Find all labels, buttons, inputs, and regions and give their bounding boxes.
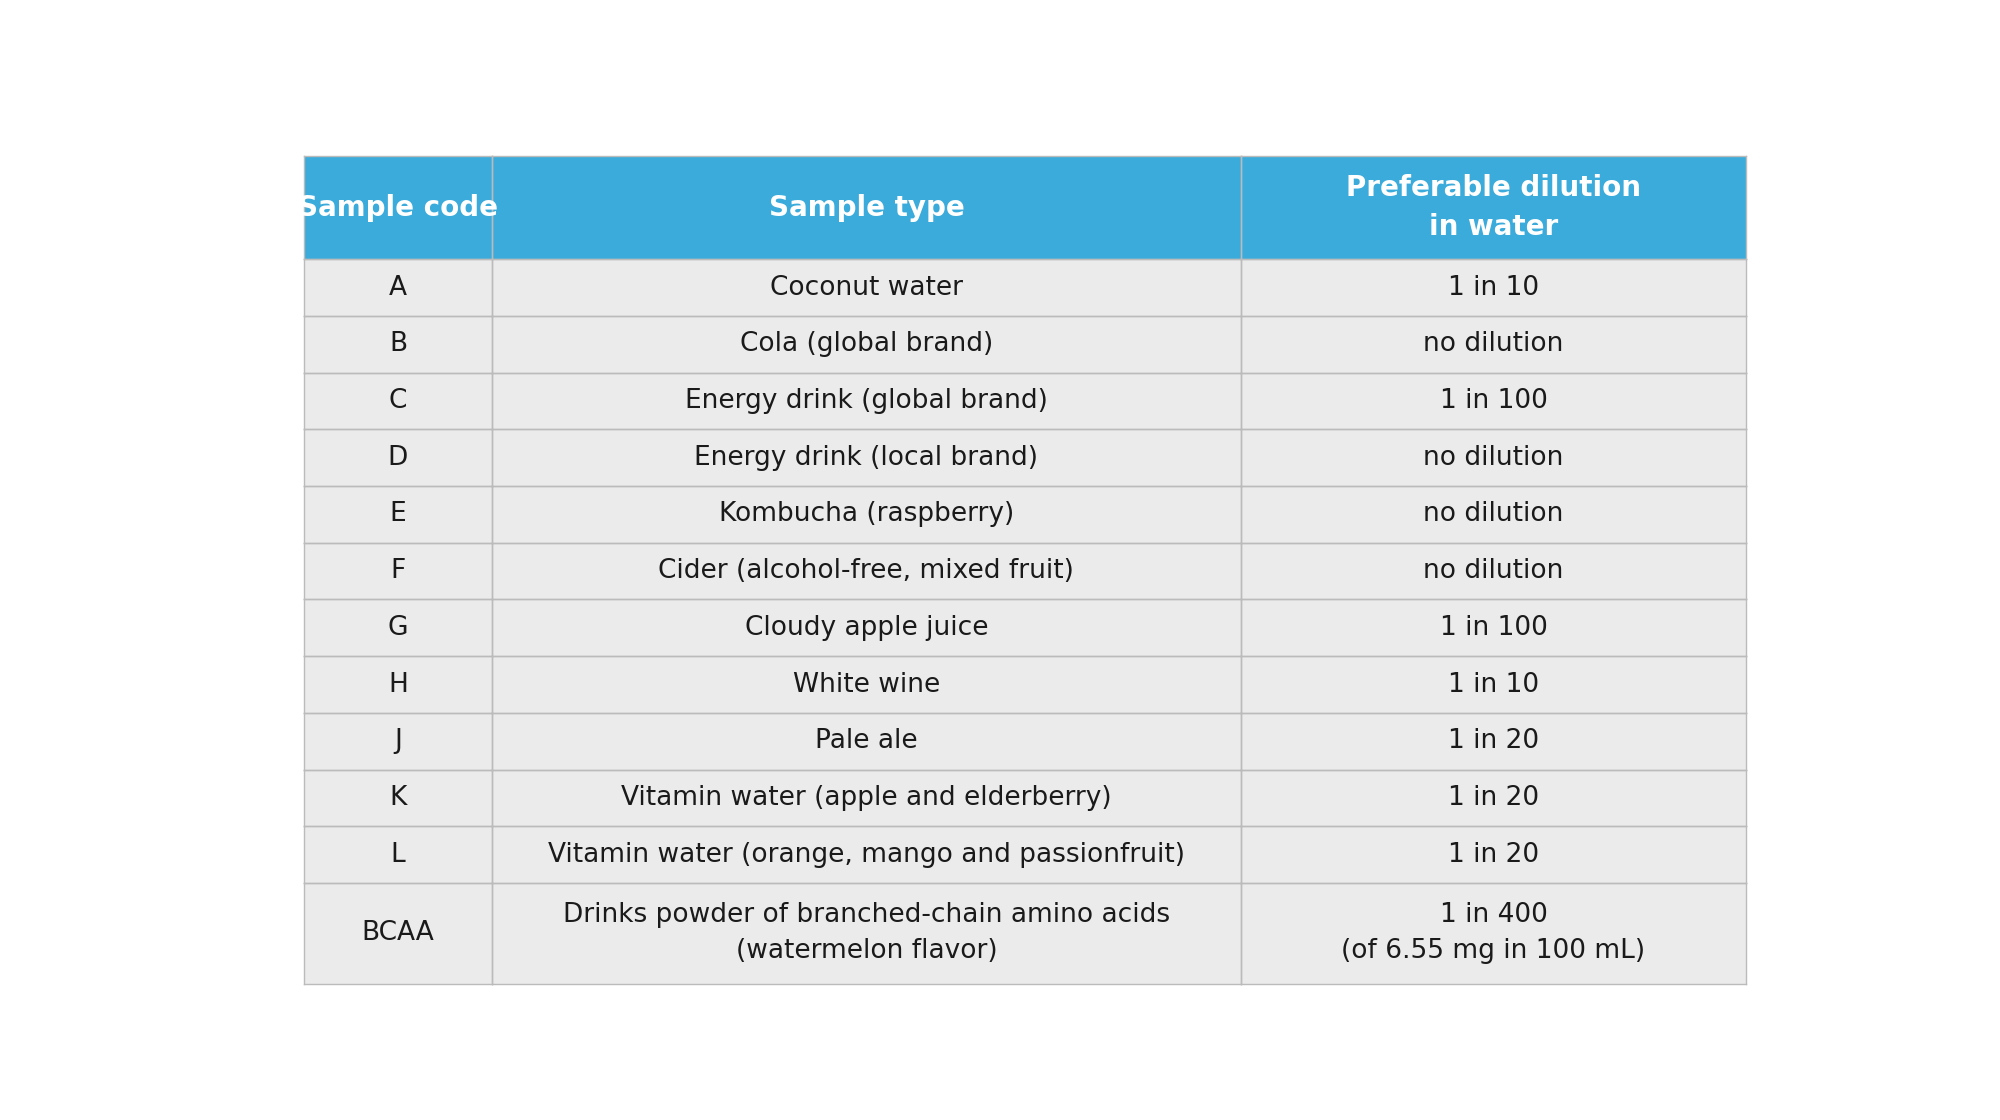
Text: A: A	[388, 274, 406, 301]
Text: 1 in 100: 1 in 100	[1440, 389, 1548, 414]
Text: Sample type: Sample type	[768, 194, 964, 222]
Bar	[1242, 316, 1746, 373]
Text: Vitamin water (apple and elderberry): Vitamin water (apple and elderberry)	[622, 785, 1112, 811]
Text: C: C	[388, 389, 408, 414]
Text: B: B	[388, 332, 408, 357]
Bar	[304, 712, 492, 769]
Bar	[492, 260, 1242, 316]
Text: Kombucha (raspberry): Kombucha (raspberry)	[718, 502, 1014, 528]
Text: K: K	[390, 785, 406, 811]
Text: L: L	[390, 841, 406, 868]
Text: Sample code: Sample code	[298, 194, 498, 222]
Bar	[304, 156, 492, 260]
Bar	[1242, 827, 1746, 883]
Text: 1 in 10: 1 in 10	[1448, 672, 1540, 698]
Bar	[492, 486, 1242, 543]
Text: Energy drink (global brand): Energy drink (global brand)	[684, 389, 1048, 414]
Text: no dilution: no dilution	[1424, 502, 1564, 528]
Text: Cider (alcohol-free, mixed fruit): Cider (alcohol-free, mixed fruit)	[658, 558, 1074, 585]
Bar	[304, 883, 492, 983]
Text: no dilution: no dilution	[1424, 332, 1564, 357]
Bar	[1242, 429, 1746, 486]
Bar	[492, 156, 1242, 260]
Bar	[492, 656, 1242, 712]
Bar	[492, 599, 1242, 656]
Bar	[492, 543, 1242, 599]
Text: 1 in 10: 1 in 10	[1448, 274, 1540, 301]
Bar	[304, 599, 492, 656]
Text: Drinks powder of branched-chain amino acids
(watermelon flavor): Drinks powder of branched-chain amino ac…	[562, 903, 1170, 964]
Bar	[1242, 543, 1746, 599]
Text: 1 in 20: 1 in 20	[1448, 841, 1540, 868]
Text: Vitamin water (orange, mango and passionfruit): Vitamin water (orange, mango and passion…	[548, 841, 1184, 868]
Bar	[304, 373, 492, 429]
Text: 1 in 20: 1 in 20	[1448, 785, 1540, 811]
Bar	[1242, 156, 1746, 260]
Bar	[1242, 486, 1746, 543]
Bar	[1242, 712, 1746, 769]
Bar	[304, 769, 492, 827]
Text: Cloudy apple juice: Cloudy apple juice	[744, 615, 988, 641]
Text: Preferable dilution
in water: Preferable dilution in water	[1346, 175, 1640, 241]
Text: G: G	[388, 615, 408, 641]
Text: BCAA: BCAA	[362, 921, 434, 946]
Bar	[1242, 373, 1746, 429]
Text: Cola (global brand): Cola (global brand)	[740, 332, 994, 357]
Text: Energy drink (local brand): Energy drink (local brand)	[694, 445, 1038, 470]
Bar	[304, 316, 492, 373]
Text: J: J	[394, 728, 402, 754]
Text: H: H	[388, 672, 408, 698]
Text: no dilution: no dilution	[1424, 558, 1564, 585]
Text: 1 in 400
(of 6.55 mg in 100 mL): 1 in 400 (of 6.55 mg in 100 mL)	[1342, 903, 1646, 964]
Text: Coconut water: Coconut water	[770, 274, 962, 301]
Text: White wine: White wine	[792, 672, 940, 698]
Bar	[492, 769, 1242, 827]
Text: Pale ale: Pale ale	[816, 728, 918, 754]
Bar	[304, 429, 492, 486]
Text: E: E	[390, 502, 406, 528]
Text: no dilution: no dilution	[1424, 445, 1564, 470]
Bar	[1242, 656, 1746, 712]
Bar	[304, 656, 492, 712]
Bar	[492, 316, 1242, 373]
Bar	[304, 260, 492, 316]
Bar	[492, 827, 1242, 883]
Bar	[492, 373, 1242, 429]
Text: 1 in 20: 1 in 20	[1448, 728, 1540, 754]
Bar	[1242, 769, 1746, 827]
Bar	[304, 543, 492, 599]
Bar	[492, 429, 1242, 486]
Bar	[1242, 599, 1746, 656]
Text: D: D	[388, 445, 408, 470]
Bar	[304, 827, 492, 883]
Bar	[1242, 883, 1746, 983]
Bar	[492, 883, 1242, 983]
Bar	[1242, 260, 1746, 316]
Text: F: F	[390, 558, 406, 585]
Bar	[492, 712, 1242, 769]
Text: 1 in 100: 1 in 100	[1440, 615, 1548, 641]
Bar	[304, 486, 492, 543]
